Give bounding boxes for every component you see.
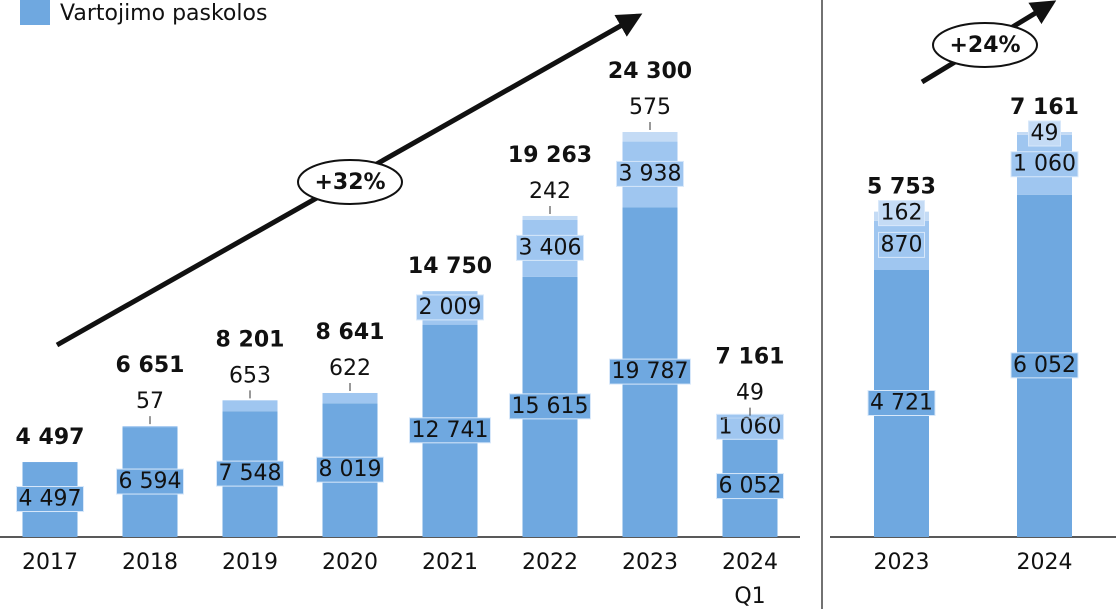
label-box: [516, 234, 584, 261]
value-label: 162: [881, 201, 923, 226]
label-box: [116, 468, 184, 495]
value-label: 622: [329, 356, 371, 381]
x-tick-label: 2018: [122, 550, 178, 575]
total-label: 5 753: [867, 175, 936, 200]
value-label: 7 548: [219, 461, 282, 486]
total-label: 4 497: [16, 425, 85, 450]
bar-segment: [322, 392, 378, 404]
value-label: 3 938: [619, 161, 682, 186]
total-label: 8 641: [316, 320, 385, 345]
label-box: [867, 389, 936, 416]
value-label: 653: [229, 363, 271, 388]
value-label: 575: [629, 95, 671, 120]
annotation: +24%: [949, 33, 1020, 58]
value-label: 19 787: [612, 359, 689, 384]
value-label: 4 497: [19, 487, 82, 512]
label-box: [1010, 352, 1079, 379]
bar-segment: [722, 417, 778, 419]
value-label: 12 741: [412, 418, 489, 443]
total-label: 8 201: [216, 327, 285, 352]
x-tick-label: 2021: [422, 550, 478, 575]
total-label: 6 651: [116, 353, 185, 378]
value-label: 3 406: [519, 235, 582, 260]
label-box: [716, 473, 784, 500]
label-box: [616, 160, 684, 187]
total-label: 14 750: [408, 254, 492, 279]
label-box: [878, 200, 925, 227]
value-label: 8 019: [319, 457, 382, 482]
value-label: 4 721: [870, 390, 933, 415]
value-label: 870: [881, 232, 923, 257]
label-box: [216, 460, 284, 487]
total-label: 24 300: [608, 59, 692, 84]
label-box: [316, 456, 384, 483]
label-box: [1010, 151, 1079, 178]
bar-segment: [122, 426, 178, 428]
x-tick-label: 2023: [873, 550, 930, 575]
value-label: 15 615: [512, 394, 589, 419]
value-label: 6 052: [1013, 353, 1076, 378]
label-box: [609, 358, 691, 385]
value-label: 57: [136, 389, 164, 414]
total-label: 19 263: [508, 143, 592, 168]
x-tick-label: 2020: [322, 550, 378, 575]
value-label: 242: [529, 179, 571, 204]
total-label: 7 161: [716, 345, 785, 370]
annotation: +32%: [314, 170, 385, 195]
value-label: 6 594: [119, 469, 182, 494]
label-box: [16, 486, 84, 513]
total-label: 7 161: [1010, 95, 1079, 120]
bar-segment: [222, 400, 278, 412]
x-tick-label: 2019: [222, 550, 278, 575]
x-tick-label: 2017: [22, 550, 78, 575]
value-label: 1 060: [1013, 152, 1076, 177]
label-box: [409, 417, 491, 444]
bar-segment: [522, 215, 578, 220]
x-tick-label: 2023: [622, 550, 678, 575]
x-tick-label: 2022: [522, 550, 578, 575]
label-box: [1028, 120, 1061, 147]
value-label: 2 009: [419, 295, 482, 320]
value-label: 49: [736, 381, 764, 406]
annotation-bubble: [297, 159, 403, 205]
legend-label: Vartojimo paskolos: [60, 1, 267, 26]
annotation-bubble: [932, 22, 1038, 68]
legend-swatch: [20, 0, 50, 25]
bar-segment: [622, 132, 678, 142]
label-box: [509, 393, 591, 420]
label-box: [878, 231, 925, 258]
label-box: [416, 294, 484, 321]
x-tick-label: 2024 Q1: [722, 550, 778, 609]
x-tick-label: 2024: [1016, 550, 1073, 575]
value-label: 6 052: [719, 474, 782, 499]
value-label: 49: [1031, 121, 1059, 146]
